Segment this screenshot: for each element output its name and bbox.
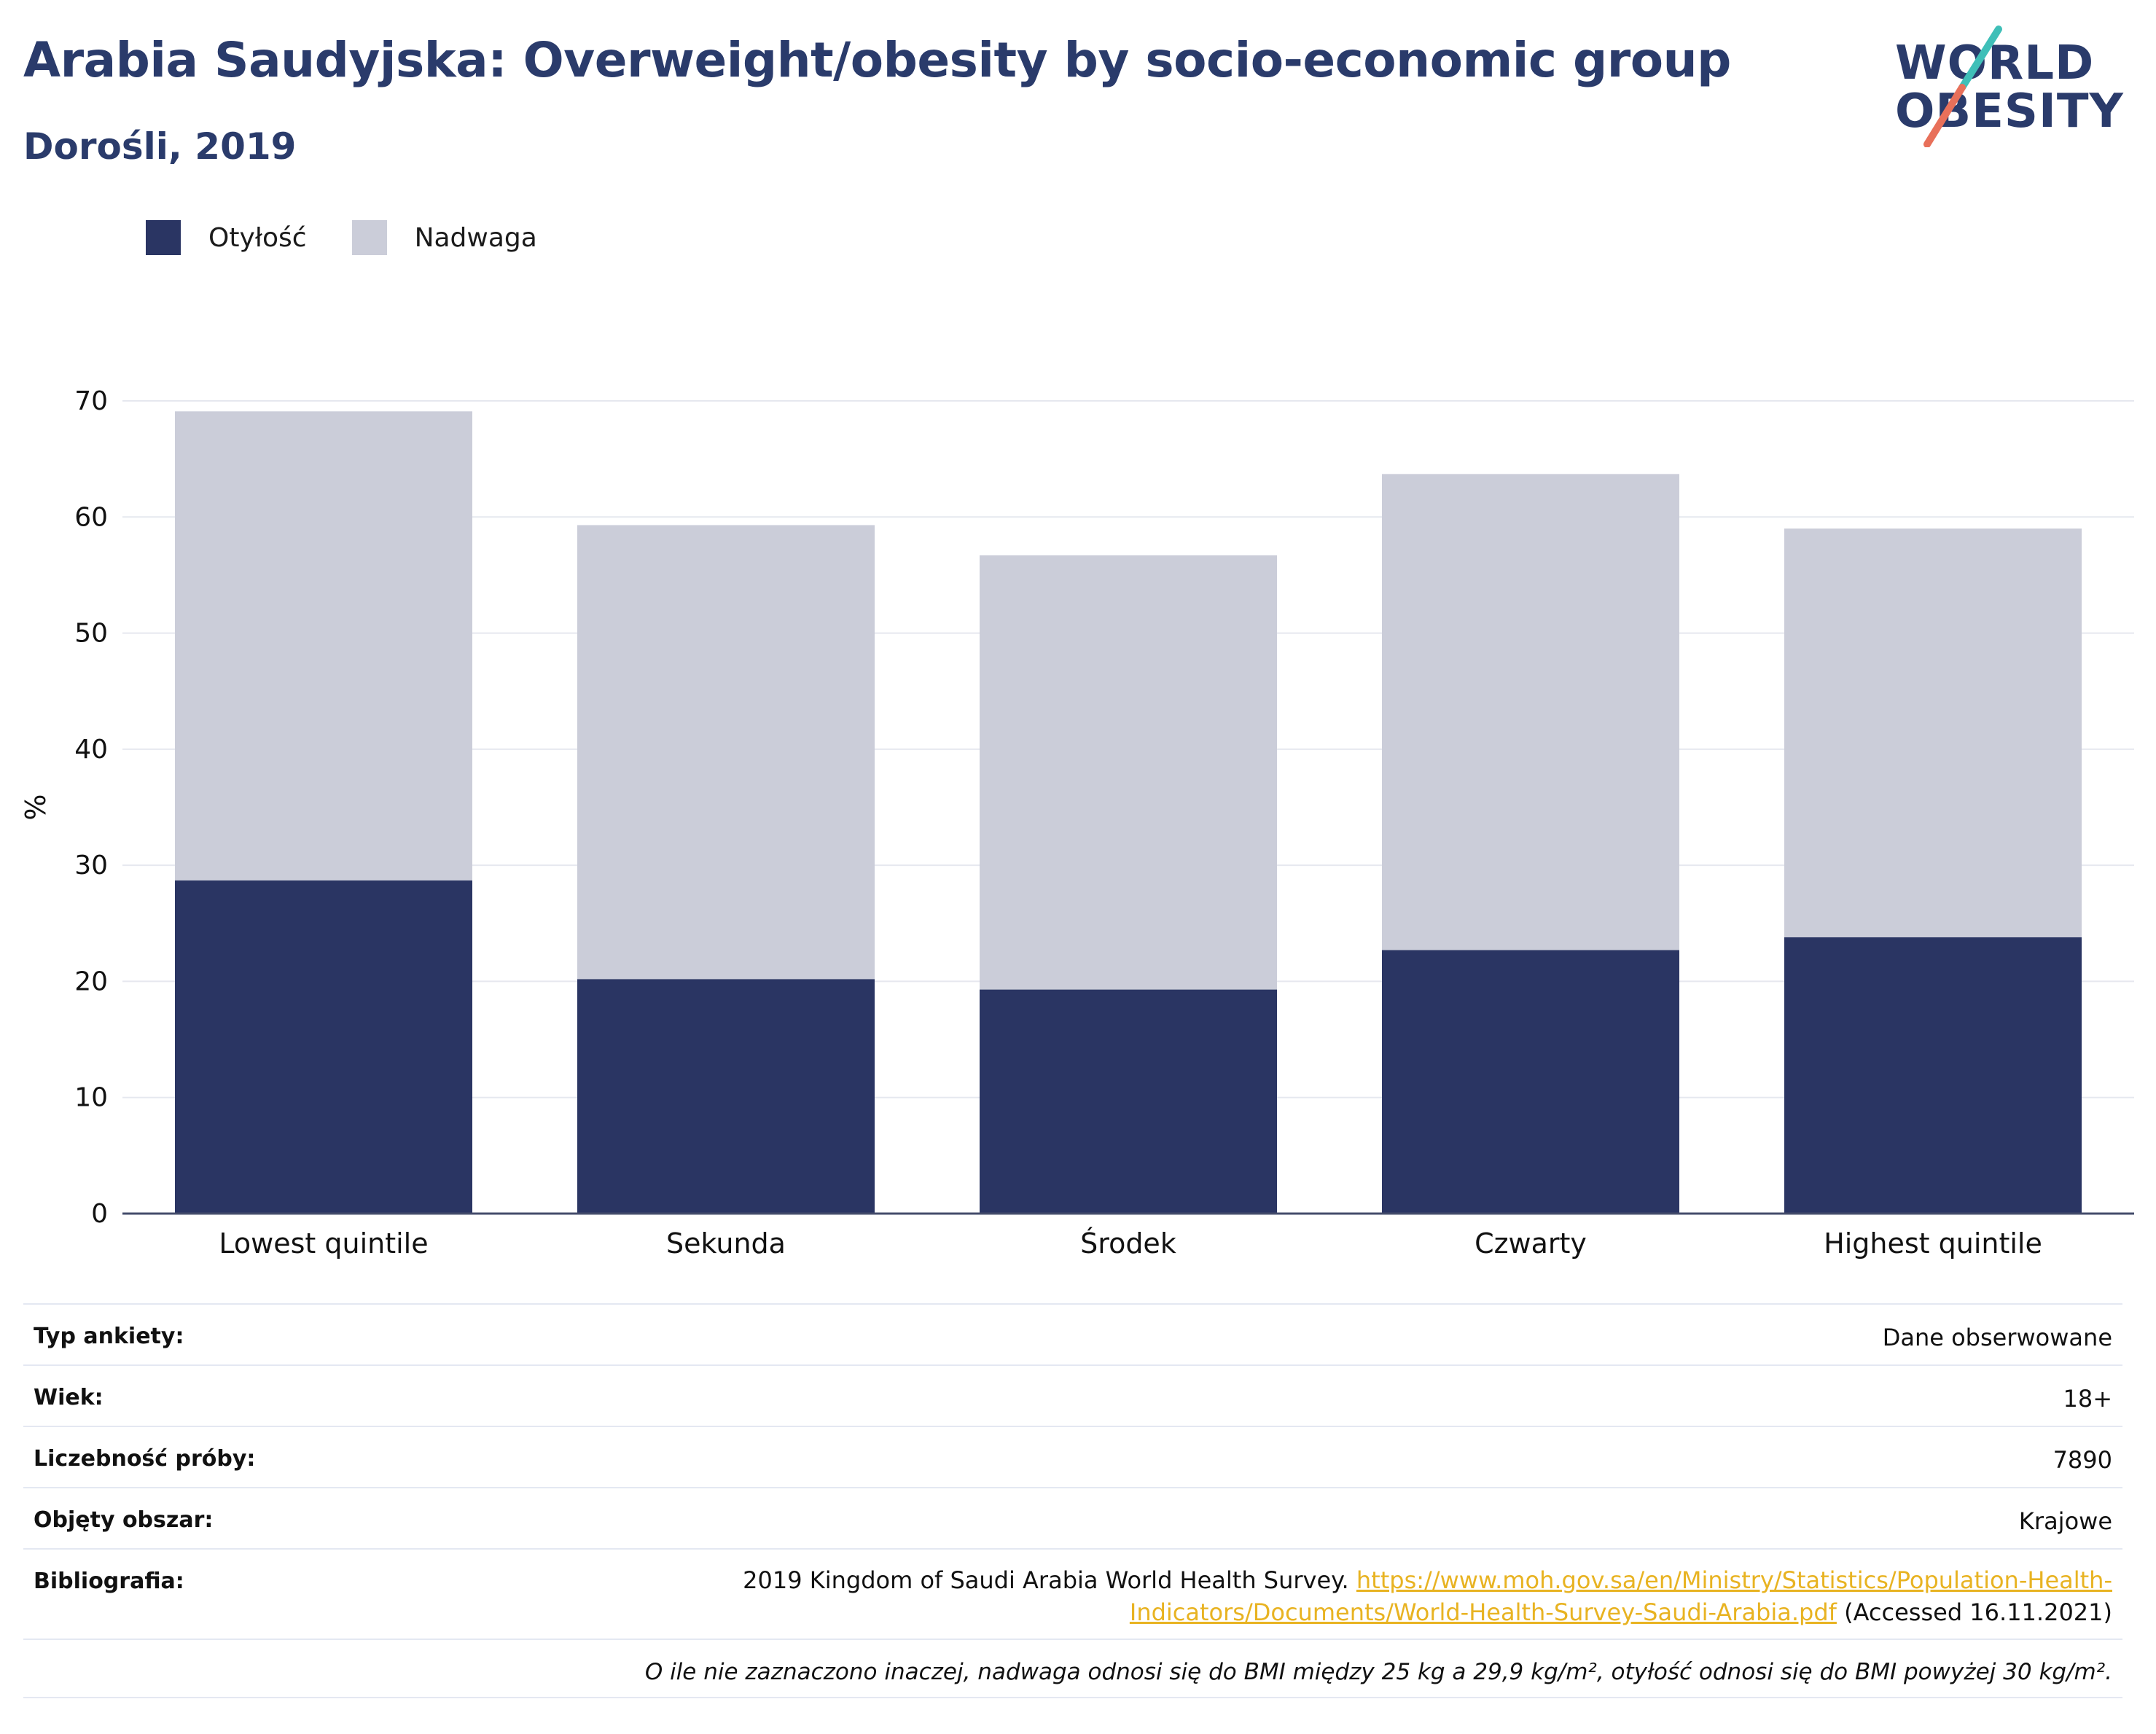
meta-label: Typ ankiety: — [34, 1324, 184, 1349]
y-tick-label: 50 — [74, 619, 108, 649]
bibliography-accessed: (Accessed 16.11.2021) — [1844, 1598, 2112, 1626]
metadata-table: Typ ankiety: Dane obserwowane Wiek: 18+ … — [23, 1303, 2122, 1698]
meta-value: Krajowe — [2018, 1507, 2112, 1535]
legend-item-overweight: Nadwaga — [351, 220, 537, 255]
bar-obesity — [577, 979, 875, 1214]
bibliography-line-1: 2019 Kingdom of Saudi Arabia World Healt… — [743, 1564, 2112, 1596]
y-tick-label: 70 — [74, 386, 108, 416]
bar-obesity — [980, 989, 1277, 1214]
stacked-bar-chart: 0 10 20 30 40 50 60 70% Lowest quintile Sekunda Śr… — [20, 386, 2134, 1260]
meta-label: Wiek: — [34, 1385, 103, 1410]
legend-label-overweight: Nadwaga — [414, 222, 537, 253]
legend-label-obesity: Otyłość — [208, 222, 307, 253]
bar-overweight — [1784, 528, 2082, 937]
meta-row-bibliography: Bibliografia: 2019 Kingdom of Saudi Arab… — [23, 1548, 2122, 1639]
x-tick-label: Czwarty — [1475, 1227, 1587, 1260]
bar-overweight — [175, 411, 472, 880]
chart-subtitle: Dorośli, 2019 — [23, 125, 297, 168]
footnote: O ile nie zaznaczono inaczej, nadwaga od… — [644, 1659, 2112, 1685]
bibliography-value: 2019 Kingdom of Saudi Arabia World Healt… — [743, 1564, 2112, 1628]
chart-title: Arabia Saudyjska: Overweight/obesity by … — [23, 32, 1731, 88]
bar-obesity — [1382, 950, 1679, 1214]
meta-row-area-covered: Objęty obszar: Krajowe — [23, 1487, 2122, 1548]
meta-value: Dane obserwowane — [1882, 1324, 2112, 1351]
x-tick-label: Highest quintile — [1824, 1227, 2042, 1260]
y-tick-label: 60 — [74, 502, 108, 532]
logo-line-1: WORLD — [1895, 36, 2095, 90]
bar-overweight — [577, 525, 875, 980]
legend-item-obesity: Otyłość — [146, 220, 307, 255]
legend: Otyłość Nadwaga — [146, 217, 582, 258]
x-tick-label: Środek — [1080, 1227, 1176, 1260]
y-tick-label: 30 — [74, 851, 108, 880]
bar-overweight — [1382, 474, 1679, 950]
meta-row-age: Wiek: 18+ — [23, 1364, 2122, 1426]
y-axis-label: % — [20, 794, 52, 820]
meta-row-sample-size: Liczebność próby: 7890 — [23, 1426, 2122, 1487]
meta-value: 7890 — [2053, 1446, 2112, 1474]
x-tick-label: Lowest quintile — [219, 1227, 428, 1260]
meta-label: Objęty obszar: — [34, 1507, 214, 1533]
meta-row-note: O ile nie zaznaczono inaczej, nadwaga od… — [23, 1639, 2122, 1698]
legend-swatch-obesity — [146, 220, 181, 255]
meta-label: Bibliografia: — [34, 1569, 184, 1594]
bibliography-link-part-2[interactable]: Indicators/Documents/World-Health-Survey… — [1129, 1598, 1837, 1626]
world-obesity-logo: WORLD OBESITY — [1895, 26, 2143, 153]
meta-row-survey-type: Typ ankiety: Dane obserwowane — [23, 1303, 2122, 1364]
meta-value: 18+ — [2063, 1385, 2112, 1413]
bar-obesity — [175, 880, 472, 1214]
legend-swatch-overweight — [351, 220, 387, 255]
bibliography-line-2: Indicators/Documents/World-Health-Survey… — [743, 1596, 2112, 1628]
y-tick-label: 10 — [74, 1083, 108, 1113]
x-tick-label: Sekunda — [666, 1227, 786, 1260]
meta-label: Liczebność próby: — [34, 1446, 256, 1472]
bar-overweight — [980, 555, 1277, 990]
bibliography-link-part-1[interactable]: https://www.moh.gov.sa/en/Ministry/Stati… — [1356, 1566, 2112, 1594]
bar-obesity — [1784, 937, 2082, 1214]
y-tick-label: 40 — [74, 735, 108, 765]
bibliography-text: 2019 Kingdom of Saudi Arabia World Healt… — [743, 1566, 1349, 1594]
y-tick-label: 0 — [91, 1199, 108, 1229]
y-tick-label: 20 — [74, 966, 108, 996]
logo-slash-icon — [1923, 26, 2002, 147]
